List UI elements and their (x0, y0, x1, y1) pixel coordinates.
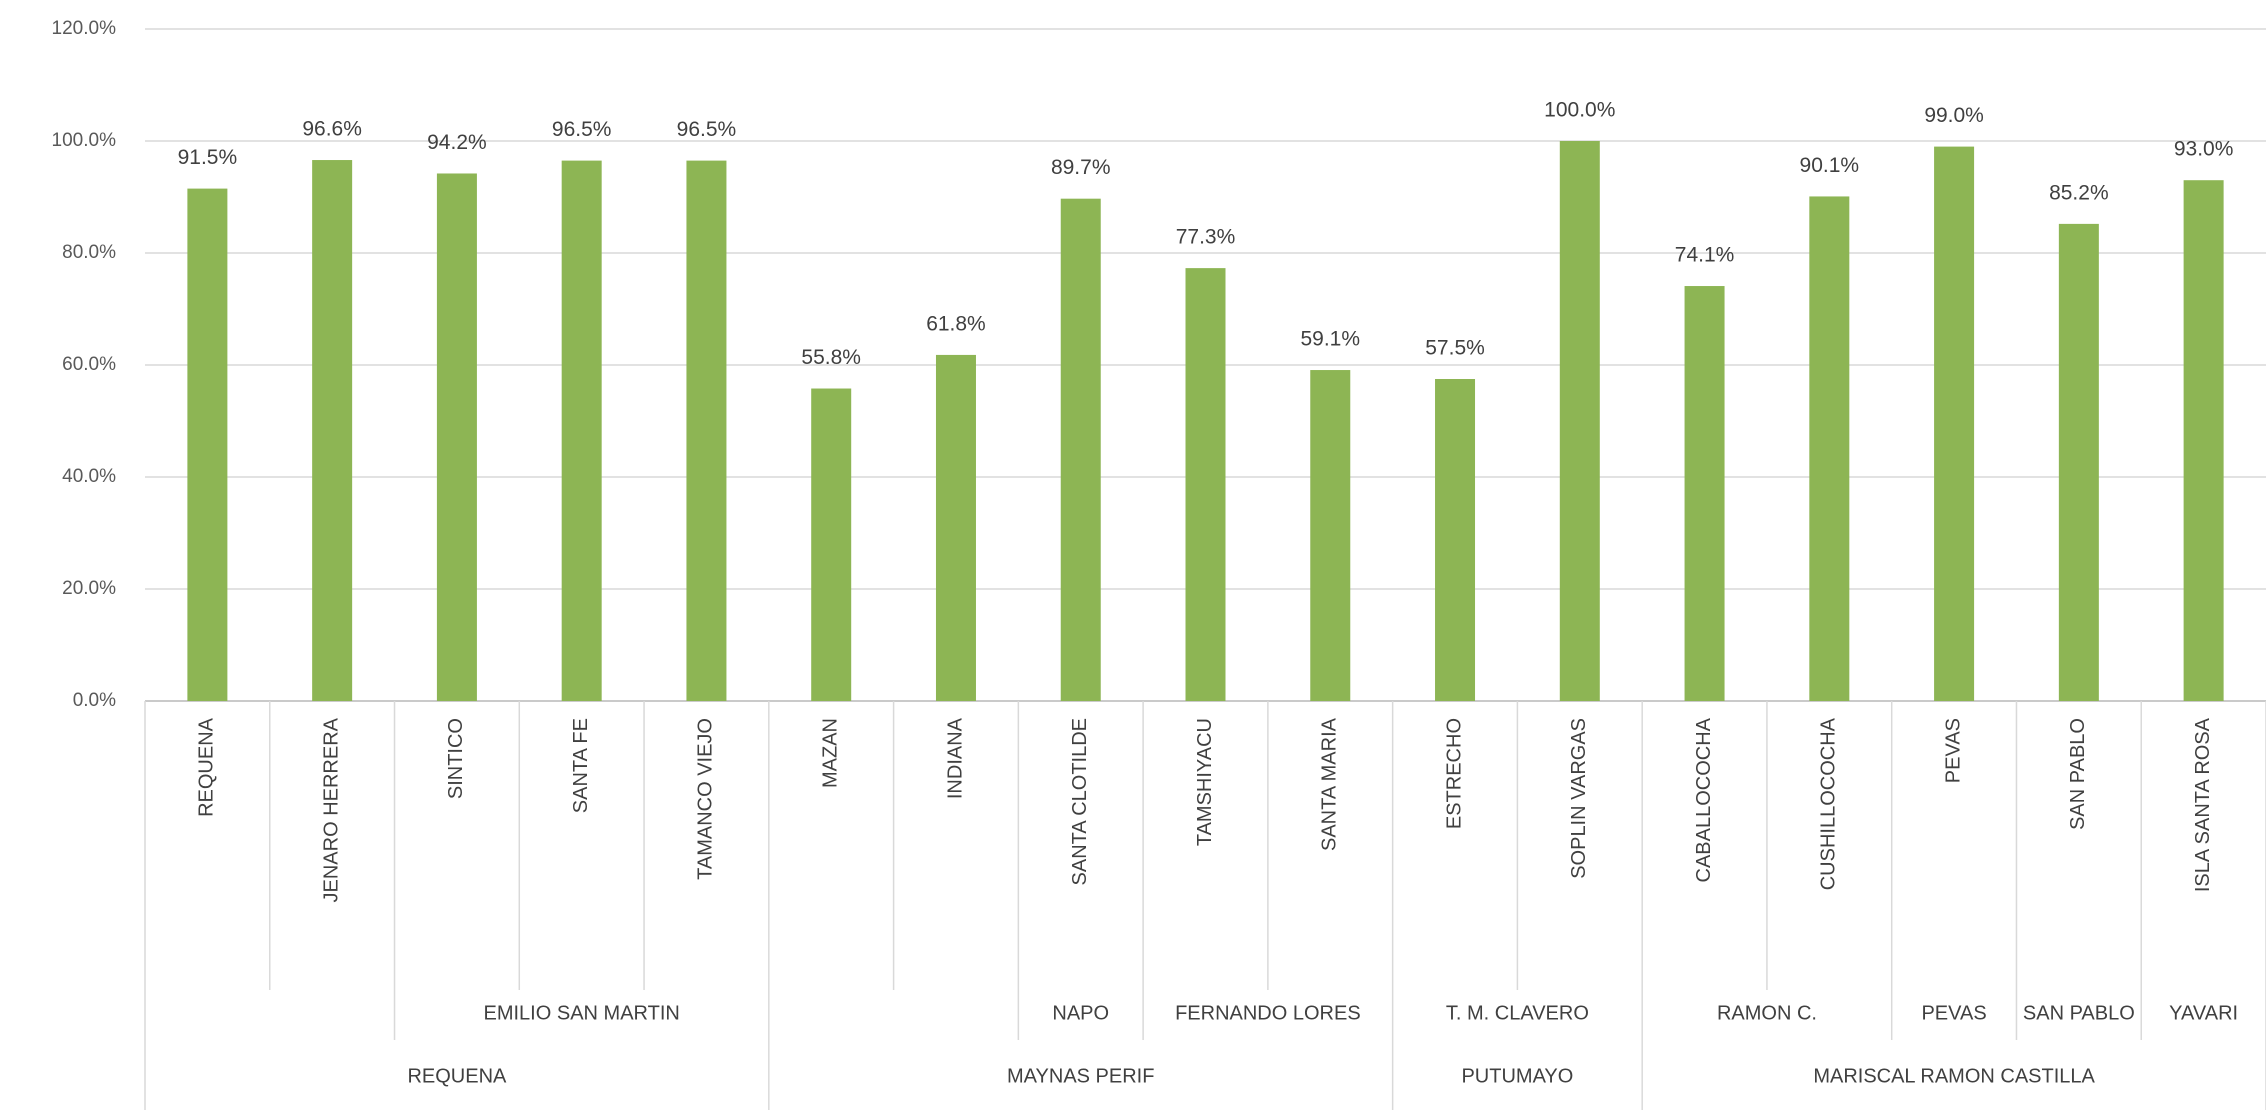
x-tick-label: SANTA FE (570, 718, 592, 813)
bar (561, 160, 602, 702)
bar (312, 160, 353, 702)
value-label: 96.5% (552, 118, 612, 141)
group-label: MAYNAS PERIF (1007, 1065, 1154, 1087)
x-tick-label: ISLA SANTA ROSA (2192, 717, 2214, 892)
x-tick-label: ESTRECHO (1443, 718, 1465, 829)
value-label: 74.1% (1675, 244, 1735, 267)
bar (686, 160, 727, 702)
y-tick-label: 60.0% (62, 354, 116, 375)
x-tick-label: CUSHILLOCOCHA (1818, 717, 1840, 890)
group-label: SAN PABLO (2023, 1002, 2135, 1024)
x-tick-label: TAMSHIYACU (1194, 718, 1216, 846)
value-label: 55.8% (801, 346, 861, 369)
x-tick-label: PEVAS (1942, 718, 1964, 783)
value-label: 61.8% (926, 312, 986, 335)
bar (436, 173, 477, 702)
bar (1185, 268, 1226, 701)
bar (935, 354, 976, 701)
x-tick-label: JENARO HERRERA (320, 717, 342, 902)
bar (1934, 146, 1975, 702)
value-label: 96.5% (677, 118, 737, 141)
bar (1559, 141, 1600, 701)
x-tick-label: REQUENA (196, 717, 218, 817)
bar (1435, 379, 1476, 701)
group-label: MARISCAL RAMON CASTILLA (1813, 1065, 2095, 1087)
value-label: 59.1% (1300, 328, 1360, 351)
bar (1809, 196, 1850, 701)
group-label: REQUENA (407, 1065, 507, 1087)
x-tick-label: SANTA MARIA (1319, 717, 1341, 851)
value-label: 91.5% (178, 146, 238, 169)
value-label: 85.2% (2049, 181, 2109, 204)
group-label: RAMON C. (1717, 1002, 1817, 1024)
value-label: 77.3% (1176, 226, 1236, 249)
y-tick-label: 80.0% (62, 242, 116, 263)
bar (811, 388, 852, 701)
group-label: PEVAS (1921, 1002, 1986, 1024)
x-tick-label: INDIANA (944, 717, 966, 799)
y-tick-label: 120.0% (52, 18, 117, 39)
value-label: 100.0% (1544, 99, 1615, 122)
value-label: 96.6% (302, 118, 362, 141)
bar (1684, 286, 1725, 701)
x-tick-label: MAZAN (819, 718, 841, 788)
x-tick-label: SOPLIN VARGAS (1568, 718, 1590, 879)
value-label: 57.5% (1425, 337, 1485, 360)
x-tick-label: SAN PABLO (2067, 718, 2089, 830)
value-label: 89.7% (1051, 156, 1111, 179)
value-label: 99.0% (1924, 104, 1984, 127)
value-label: 94.2% (427, 131, 487, 154)
y-tick-label: 100.0% (52, 130, 117, 151)
bar (1310, 370, 1351, 701)
x-tick-label: SANTA CLOTILDE (1069, 718, 1091, 885)
bar (2058, 223, 2099, 701)
x-tick-label: SINTICO (445, 718, 467, 799)
y-tick-label: 40.0% (62, 466, 116, 487)
y-tick-label: 0.0% (73, 690, 116, 711)
x-tick-label: TAMANCO VIEJO (695, 718, 717, 880)
value-label: 90.1% (1800, 154, 1860, 177)
value-label: 93.0% (2174, 138, 2234, 161)
group-label: NAPO (1052, 1002, 1109, 1024)
bar (1060, 198, 1101, 701)
bar (187, 188, 228, 702)
group-label: T. M. CLAVERO (1446, 1002, 1589, 1024)
group-label: PUTUMAYO (1461, 1065, 1573, 1087)
y-tick-label: 20.0% (62, 578, 116, 599)
group-label: EMILIO SAN MARTIN (484, 1002, 680, 1024)
group-label: FERNANDO LORES (1175, 1002, 1361, 1024)
x-tick-label: CABALLOCOCHA (1693, 717, 1715, 882)
group-label: YAVARI (2169, 1002, 2238, 1024)
bar (2183, 180, 2224, 701)
